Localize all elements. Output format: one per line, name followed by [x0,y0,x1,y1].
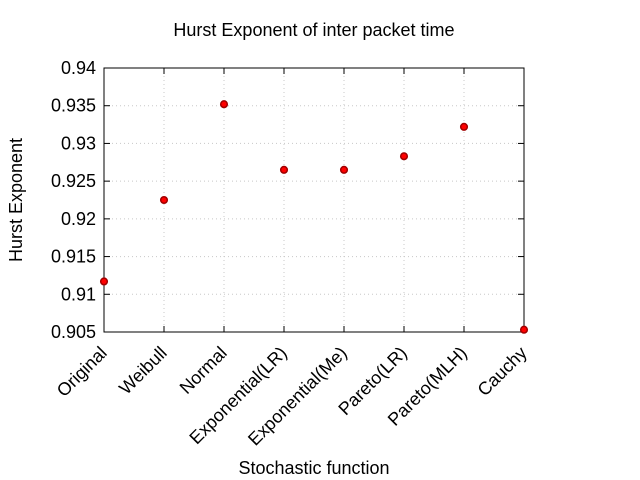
y-tick-label: 0.915 [51,247,96,267]
x-axis-label: Stochastic function [238,458,389,478]
data-point [519,325,529,334]
data-point [399,152,409,161]
y-tick-label: 0.93 [61,133,96,153]
y-axis-label: Hurst Exponent [6,138,26,262]
y-tick-label: 0.91 [61,284,96,304]
data-point [159,195,169,205]
x-axis-ticks: Original Weibull NormalExponential(LR)Expo… [53,68,531,450]
grid-lines [104,68,524,332]
y-tick-label: 0.925 [51,171,96,191]
chart-title: Hurst Exponent of inter packet time [173,20,454,40]
x-tick-label: Normal [176,343,231,398]
y-tick-label: 0.935 [51,96,96,116]
y-tick-label: 0.94 [61,58,96,78]
data-point [219,100,229,109]
data-point [99,277,109,286]
x-tick-label: Cauchy [474,343,531,400]
plot-frame [103,67,525,333]
x-tick-label: Original [53,343,111,401]
y-axis-ticks: 0.905 0.91 0.915 0.92 0.925 0.93 0.935 0.94 [51,58,524,342]
y-tick-label: 0.92 [61,209,96,229]
x-tick-label: Weibull [115,343,171,399]
data-points [99,100,529,334]
data-point [459,122,469,131]
data-point [279,165,289,174]
y-tick-label: 0.905 [51,322,96,342]
data-point [339,165,349,174]
